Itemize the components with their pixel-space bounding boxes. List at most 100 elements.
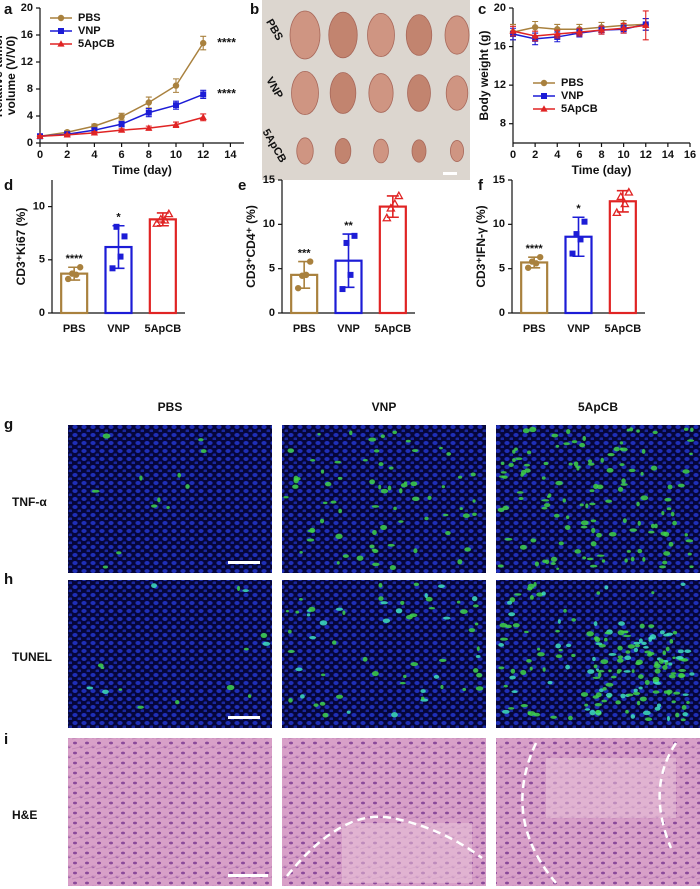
x-tick-label: 8	[598, 149, 604, 161]
bar	[378, 205, 407, 315]
stain	[557, 619, 561, 624]
stain	[317, 433, 321, 436]
stain	[672, 630, 678, 635]
x-tick-label: 5ApCB	[144, 323, 181, 335]
stain	[624, 655, 632, 661]
stain	[592, 676, 601, 679]
stain	[625, 709, 629, 714]
stain	[635, 659, 643, 665]
stain	[411, 449, 419, 453]
stain	[287, 448, 295, 453]
marker	[145, 99, 152, 106]
stain	[650, 465, 658, 471]
stain	[393, 506, 397, 511]
point	[152, 218, 162, 227]
marker	[58, 28, 64, 34]
stain	[526, 658, 532, 663]
stain	[617, 629, 625, 636]
micrograph	[282, 580, 486, 728]
row-label: TUNEL	[12, 650, 52, 664]
scale-bar	[228, 561, 260, 564]
stain	[617, 655, 624, 659]
stain	[226, 684, 235, 691]
stain	[596, 554, 605, 557]
stain	[622, 518, 627, 524]
stain	[243, 647, 249, 651]
stain	[509, 597, 516, 603]
stain	[579, 503, 584, 507]
stain	[565, 664, 571, 670]
stain	[638, 686, 643, 690]
stain	[558, 648, 563, 652]
significance: **	[344, 220, 353, 232]
column-label: PBS	[158, 400, 183, 414]
x-axis-label: Time (day)	[112, 163, 172, 177]
stain	[324, 481, 332, 487]
stain	[609, 531, 617, 537]
x-tick-label: 6	[576, 149, 582, 161]
y-tick-label: 0	[39, 307, 45, 319]
significance: *	[116, 212, 121, 224]
stain	[457, 559, 463, 565]
x-tick-label: 4	[91, 149, 98, 161]
marker	[57, 14, 65, 22]
stain	[335, 694, 344, 699]
stain	[616, 668, 622, 673]
stain	[322, 712, 329, 718]
marker	[540, 105, 548, 112]
row-label: H&E	[12, 808, 37, 822]
stain	[580, 525, 588, 529]
stain	[658, 658, 664, 664]
stain	[342, 554, 349, 558]
stain	[319, 701, 326, 706]
y-tick-label: 12	[494, 79, 506, 91]
marker	[118, 126, 126, 133]
stain	[626, 549, 631, 553]
stain	[590, 541, 597, 547]
stain	[573, 461, 579, 467]
tumor	[334, 138, 352, 164]
y-tick-label: 4	[27, 110, 34, 122]
stain	[506, 600, 513, 605]
stain	[580, 692, 589, 697]
panel-letter: i	[4, 731, 8, 748]
bar	[608, 200, 637, 315]
tumor	[328, 11, 358, 59]
point	[573, 231, 580, 238]
stain	[427, 495, 432, 501]
point	[347, 271, 354, 278]
marker	[200, 39, 207, 47]
marker	[575, 28, 583, 35]
stain	[558, 541, 564, 546]
stain	[293, 475, 299, 481]
stain	[684, 533, 688, 537]
stain	[399, 488, 403, 494]
stain	[620, 483, 628, 486]
stain	[623, 634, 632, 638]
stain	[524, 630, 529, 634]
point	[298, 272, 306, 279]
stain	[605, 692, 613, 698]
stain	[520, 703, 528, 708]
point	[294, 284, 302, 292]
stain	[440, 684, 444, 690]
stain	[524, 468, 531, 473]
stain	[629, 528, 638, 532]
stain	[287, 629, 292, 634]
stain	[520, 669, 527, 676]
stain	[596, 591, 601, 595]
stain	[473, 668, 479, 673]
marker	[172, 120, 180, 128]
point	[394, 190, 404, 200]
necrotic-region	[546, 758, 676, 818]
stain	[139, 475, 143, 481]
stain	[591, 527, 596, 534]
stain	[372, 529, 377, 536]
stain	[582, 556, 587, 560]
stain	[500, 461, 505, 466]
y-tick-label: 0	[499, 307, 505, 319]
marker	[554, 26, 561, 33]
stain	[335, 533, 343, 539]
stain	[624, 558, 628, 563]
stain	[666, 715, 671, 722]
